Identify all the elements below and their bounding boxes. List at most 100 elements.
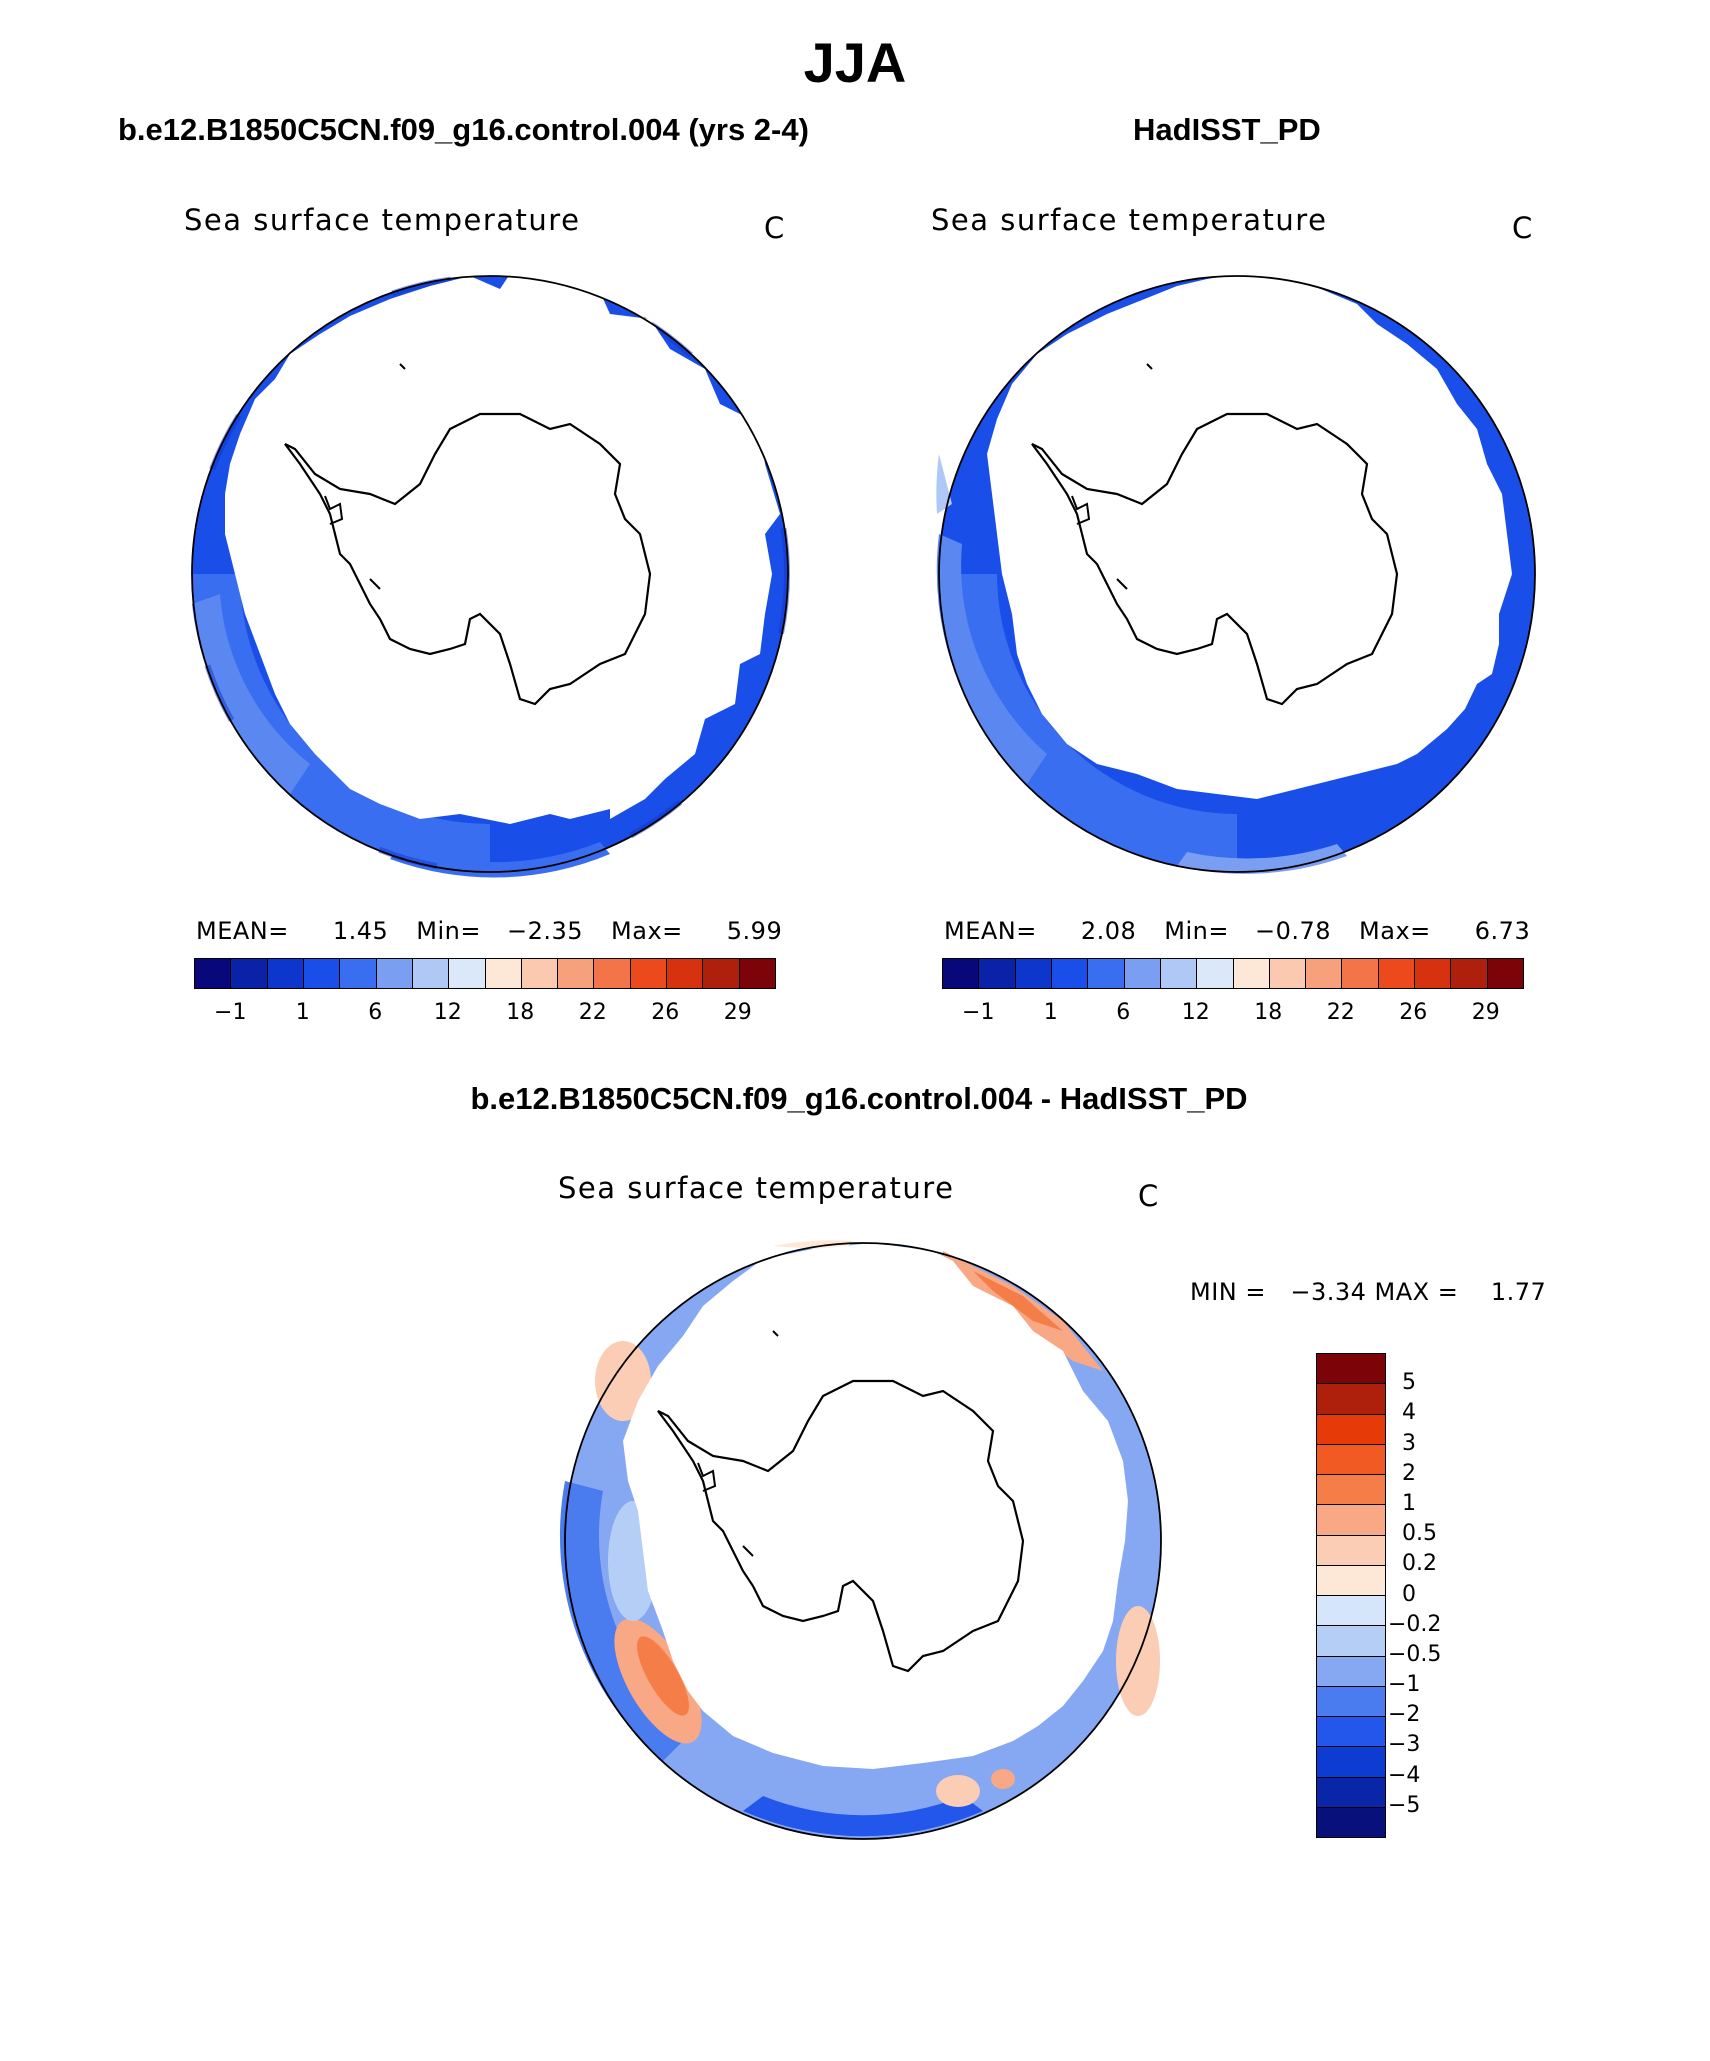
colorbar-swatch — [340, 959, 377, 988]
diff-panel-polar-map — [559, 1240, 1162, 1840]
colorbar-swatch — [1317, 1747, 1385, 1778]
colorbar-swatch — [1317, 1807, 1385, 1837]
colorbar-tick-label: 22 — [578, 1000, 607, 1025]
panel-2-min-label: Min= — [1164, 917, 1229, 945]
panel-2-antarctica-coastline — [1031, 412, 1399, 706]
colorbar-swatch — [303, 959, 341, 988]
colorbar-swatch — [1160, 959, 1198, 988]
panel-1-peninsula-islands — [324, 363, 406, 590]
colorbar-swatch — [1233, 959, 1270, 988]
colorbar-tick-label: 2 — [1402, 1460, 1416, 1486]
panel-2-map-border — [938, 275, 1536, 873]
diff-panel-colorbar-ticks: 5 4 3 2 1 0.5 0.2 0 −0.2 −0.5 −1 −2 −3 −4 −5 — [1388, 1353, 1508, 1836]
diff-panel-title: b.e12.B1850C5CN.f09_g16.control.004 - Ha… — [470, 1081, 1248, 1116]
colorbar-tick-label: 3 — [1402, 1430, 1416, 1456]
colorbar-tick-label: −2 — [1388, 1702, 1421, 1728]
colorbar-swatch — [449, 959, 486, 988]
panel-1-min-value: −2.35 — [507, 917, 584, 945]
panel-2-sea-ice-mask — [987, 274, 1512, 799]
colorbar-tick-label: 0 — [1402, 1581, 1416, 1607]
colorbar-swatch — [1317, 1777, 1385, 1808]
colorbar-swatch — [1269, 959, 1307, 988]
panel-2-max-value: 6.73 — [1474, 917, 1531, 945]
diff-panel-minmax: MIN = −3.34 MAX = 1.77 — [1190, 1278, 1547, 1306]
colorbar-swatch — [703, 959, 740, 988]
colorbar-swatch — [1317, 1354, 1385, 1385]
diff-panel-units-label: C — [1138, 1179, 1159, 1213]
colorbar-tick-label: 29 — [1471, 1000, 1500, 1025]
colorbar-swatch — [1378, 959, 1416, 988]
colorbar-swatch — [376, 959, 413, 988]
figure-title: JJA — [803, 31, 907, 94]
colorbar-swatch — [1487, 959, 1523, 988]
colorbar-swatch — [1124, 959, 1161, 988]
colorbar-tick-label: 1 — [295, 1000, 310, 1025]
colorbar-tick-label: 18 — [1254, 1000, 1283, 1025]
colorbar-tick-label: 12 — [1181, 1000, 1210, 1025]
colorbar-swatch — [558, 959, 595, 988]
colorbar-tick-label: 29 — [723, 1000, 752, 1025]
panel-2-mean-label: MEAN= — [944, 917, 1037, 945]
colorbar-swatch — [979, 959, 1016, 988]
colorbar-swatch — [943, 959, 980, 988]
colorbar-swatch — [1415, 959, 1452, 988]
panel-2-max-label: Max= — [1359, 917, 1431, 945]
panel-1-colorbar — [194, 958, 776, 989]
colorbar-swatch — [267, 959, 304, 988]
colorbar-swatch — [1317, 1444, 1385, 1475]
colorbar-tick-label: 26 — [1399, 1000, 1428, 1025]
colorbar-swatch — [1306, 959, 1343, 988]
colorbar-tick-label: −3 — [1388, 1732, 1421, 1758]
colorbar-tick-label: 12 — [433, 1000, 462, 1025]
colorbar-tick-label: −5 — [1388, 1792, 1421, 1818]
panel-1-sea-ice-mask — [225, 274, 780, 824]
colorbar-tick-label: −1 — [214, 1000, 247, 1025]
colorbar-swatch — [594, 959, 631, 988]
panel-2-stats: MEAN= 2.08 Min= −0.78 Max= 6.73 — [944, 917, 1530, 945]
colorbar-tick-label: 26 — [651, 1000, 680, 1025]
panel-2-colorbar-ticks: −1 1 6 12 18 22 26 29 — [942, 1000, 1522, 1028]
panel-1-colorbar-ticks: −1 1 6 12 18 22 26 29 — [194, 1000, 774, 1028]
colorbar-swatch — [1317, 1596, 1385, 1627]
diff-panel-sea-ice-mask — [623, 1243, 1128, 1769]
colorbar-swatch — [1051, 959, 1089, 988]
diff-panel-peninsula-islands — [697, 1330, 779, 1557]
diff-panel-antarctica-coastline — [657, 1379, 1025, 1673]
panel-2-mean-value: 2.08 — [1080, 917, 1137, 945]
panel-1-title: b.e12.B1850C5CN.f09_g16.control.004 (yrs… — [118, 112, 809, 147]
panel-1-map-border — [191, 275, 789, 873]
colorbar-swatch — [1317, 1505, 1385, 1536]
colorbar-tick-label: 4 — [1402, 1400, 1416, 1426]
colorbar-tick-label: 1 — [1402, 1490, 1416, 1516]
panel-2-peninsula-islands — [1071, 363, 1153, 590]
panel-2-units-label: C — [1512, 211, 1533, 245]
panel-1-polar-map — [190, 274, 790, 878]
colorbar-swatch — [630, 959, 668, 988]
colorbar-tick-label: 1 — [1043, 1000, 1058, 1025]
colorbar-tick-label: 5 — [1402, 1370, 1416, 1396]
colorbar-swatch — [1317, 1384, 1385, 1415]
colorbar-tick-label: −1 — [1388, 1672, 1421, 1698]
diff-panel-colorbar — [1316, 1353, 1386, 1838]
colorbar-tick-label: −0.5 — [1388, 1641, 1442, 1667]
colorbar-swatch — [1342, 959, 1379, 988]
panel-2-colorbar — [942, 958, 1524, 989]
colorbar-tick-label: 0.5 — [1402, 1521, 1437, 1547]
colorbar-tick-label: −4 — [1388, 1762, 1421, 1788]
colorbar-tick-label: 18 — [506, 1000, 535, 1025]
panel-2-polar-map — [936, 274, 1536, 874]
colorbar-swatch — [412, 959, 450, 988]
colorbar-swatch — [1317, 1717, 1385, 1748]
colorbar-swatch — [1015, 959, 1052, 988]
panel-1-variable-label: Sea surface temperature — [184, 203, 581, 237]
panel-1-stats: MEAN= 1.45 Min= −2.35 Max= 5.99 — [196, 917, 782, 945]
colorbar-swatch — [1317, 1656, 1385, 1687]
panel-1-units-label: C — [764, 211, 785, 245]
colorbar-tick-label: 6 — [1116, 1000, 1131, 1025]
panel-1-mean-value: 1.45 — [332, 917, 389, 945]
colorbar-swatch — [1317, 1475, 1385, 1506]
colorbar-swatch — [1088, 959, 1125, 988]
colorbar-swatch — [231, 959, 268, 988]
colorbar-swatch — [195, 959, 232, 988]
diff-panel-map-border — [564, 1242, 1162, 1840]
